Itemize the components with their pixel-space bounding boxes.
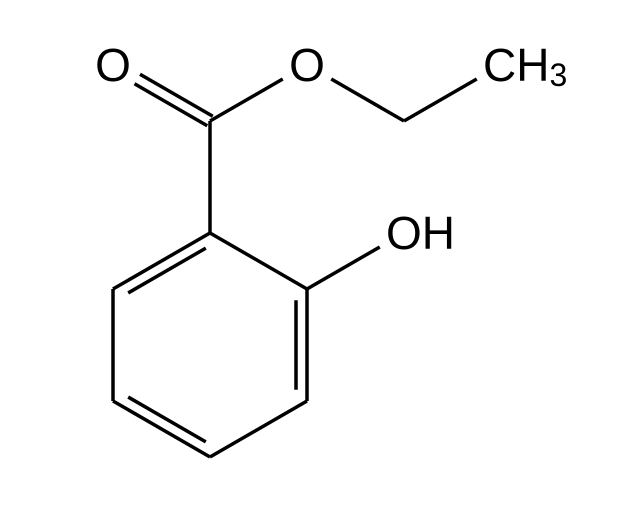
atom-label-O1: O [95, 39, 131, 91]
bond [404, 79, 477, 121]
bond [210, 79, 283, 121]
bond [128, 248, 206, 293]
atom-label-O3: OH [386, 207, 455, 259]
bond [331, 79, 404, 121]
bond [307, 247, 380, 289]
bond [210, 401, 307, 457]
atom-label-O2: O [289, 39, 325, 91]
atom-label-C9: CH3 [483, 39, 567, 93]
bond [210, 233, 307, 289]
bond [113, 233, 210, 289]
molecule-diagram: O O CH3 OH [0, 0, 640, 510]
bond [128, 397, 206, 442]
bond [113, 401, 210, 457]
